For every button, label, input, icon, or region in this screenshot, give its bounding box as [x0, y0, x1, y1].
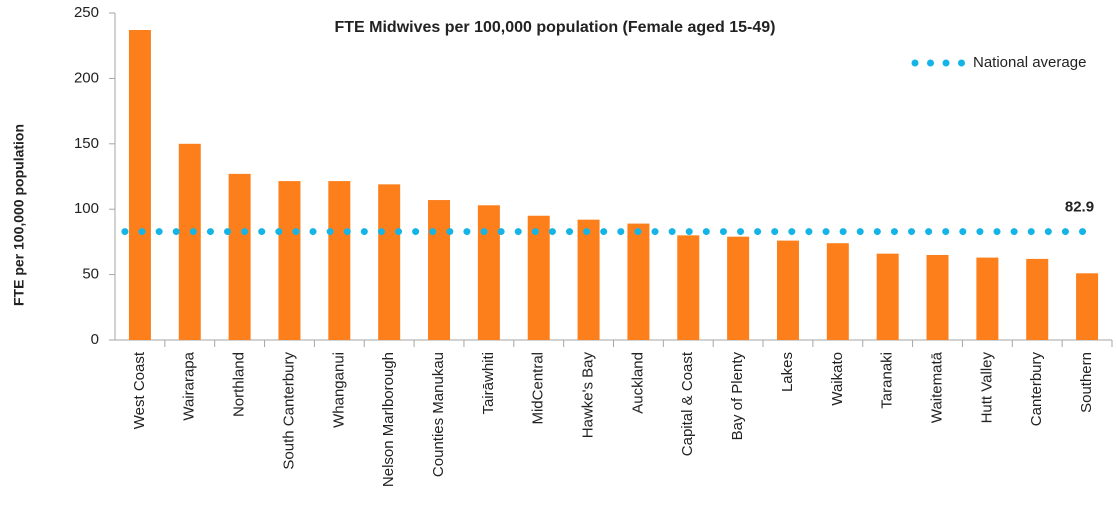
y-tick-label: 0 [91, 331, 99, 348]
bar [428, 200, 451, 340]
x-tick-label: MidCentral [530, 352, 547, 425]
x-tick-label: Taranaki [879, 352, 896, 409]
bar [677, 235, 700, 340]
y-tick-label: 100 [74, 200, 99, 217]
bar [278, 181, 301, 340]
average-label: 82.9 [1065, 199, 1094, 216]
bar [477, 205, 500, 340]
x-tick-label: Waitematā [928, 351, 945, 423]
x-tick-label: Waikato [829, 352, 846, 406]
bar [627, 223, 650, 340]
x-tick-label: Northland [231, 352, 248, 417]
bar [178, 143, 201, 340]
bar [826, 243, 849, 340]
bar [527, 215, 550, 340]
bar [727, 236, 750, 340]
bar [926, 254, 949, 340]
x-tick-label: Canterbury [1028, 352, 1045, 427]
x-tick-label: Wairarapa [181, 351, 198, 420]
x-tick-label: Southern [1078, 352, 1095, 413]
x-tick-label: Nelson Marlborough [380, 352, 397, 487]
bar [378, 184, 401, 340]
bar [1076, 273, 1099, 340]
chart-title: FTE Midwives per 100,000 population (Fem… [334, 19, 775, 36]
bar [776, 240, 799, 340]
x-tick-label: Auckland [629, 352, 646, 414]
x-tick-label: Tairāwhiti [480, 352, 497, 415]
x-tick-label: Lakes [779, 352, 796, 392]
bar [577, 219, 600, 340]
y-tick-label: 250 [74, 4, 99, 21]
x-tick-label: Hawke's Bay [580, 352, 597, 439]
bar [328, 181, 351, 340]
bar [128, 30, 151, 341]
x-tick-label: Counties Manukau [430, 352, 447, 477]
y-tick-label: 200 [74, 69, 99, 86]
bar [1026, 258, 1049, 340]
x-tick-label: Hutt Valley [978, 352, 995, 424]
x-tick-label: Bay of Plenty [729, 352, 746, 441]
y-tick-label: 50 [82, 266, 99, 283]
bar [976, 257, 999, 340]
x-tick-label: Capital & Coast [679, 351, 696, 456]
y-axis-label: FTE per 100,000 population [11, 124, 27, 306]
bar [876, 253, 899, 340]
y-tick-label: 150 [74, 135, 99, 152]
x-tick-label: Whanganui [330, 352, 347, 428]
legend-label: National average [973, 54, 1086, 71]
x-tick-label: South Canterbury [280, 352, 297, 470]
x-tick-label: West Coast [131, 351, 148, 429]
bar [228, 173, 251, 340]
